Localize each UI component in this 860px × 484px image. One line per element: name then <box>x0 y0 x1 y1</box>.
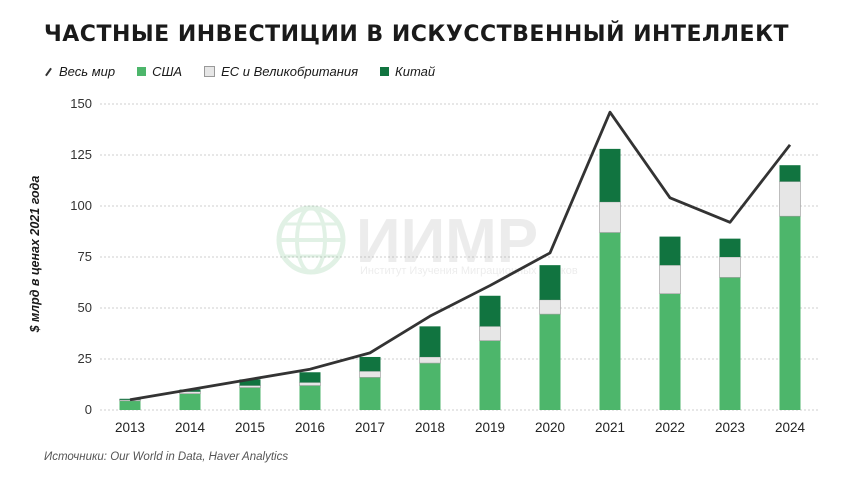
x-tick-label: 2021 <box>595 420 625 435</box>
x-tick-label: 2013 <box>115 420 145 435</box>
y-tick-label: 125 <box>70 147 92 162</box>
y-tick-label: 150 <box>70 96 92 111</box>
x-tick-label: 2024 <box>775 420 806 435</box>
bar-china <box>599 148 621 202</box>
bar-usa <box>719 277 741 410</box>
bar-china <box>479 295 501 327</box>
bar-usa <box>419 363 441 410</box>
bar-eu <box>419 356 441 364</box>
legend-label-usa: США <box>152 64 183 79</box>
legend-item-china: Китай <box>380 64 435 79</box>
legend-swatch-usa <box>137 67 147 76</box>
grid <box>100 103 820 411</box>
bar-china <box>239 379 261 386</box>
bar-usa <box>119 400 141 410</box>
x-tick-label: 2016 <box>295 420 325 435</box>
bar-eu <box>539 299 561 315</box>
globe-logo-icon <box>276 205 346 275</box>
y-tick-label: 25 <box>78 351 92 366</box>
legend-swatch-eu <box>204 66 216 77</box>
bar-eu <box>239 385 261 388</box>
bar-usa <box>599 232 621 410</box>
x-tick-label: 2018 <box>415 420 445 435</box>
chart-title: Частные инвестиции в искусственный интел… <box>44 22 790 47</box>
x-tick-label: 2017 <box>355 420 385 435</box>
bar-usa <box>539 314 561 410</box>
bar-usa <box>179 393 201 410</box>
x-tick-label: 2022 <box>655 420 685 435</box>
legend-swatch-china <box>380 67 390 76</box>
bar-eu <box>299 382 321 386</box>
bar-china <box>779 165 801 182</box>
bar-eu <box>599 201 621 233</box>
bar-eu <box>779 181 801 217</box>
bar-china <box>719 238 741 257</box>
bar-china <box>419 326 441 357</box>
bar-usa <box>239 387 261 410</box>
legend-label-china: Китай <box>395 64 436 79</box>
x-tick-label: 2019 <box>475 420 505 435</box>
watermark: ИИМР Институт Изучения Миграционных Рынк… <box>276 205 578 277</box>
bar-usa <box>779 216 801 410</box>
y-ticks: 0 25 50 75 100 125 150 <box>70 96 92 417</box>
x-ticks: 2013 2014 2015 2016 2017 2018 2019 2020 2021 2022… <box>115 420 806 435</box>
watermark-text: ИИМР <box>356 207 538 276</box>
legend-item-world: Весь мир <box>44 64 115 79</box>
source-note: Источники: Our World in Data, Haver Anal… <box>44 451 289 463</box>
bar-china <box>359 356 381 372</box>
legend-item-eu: ЕС и Великобритания <box>204 64 358 79</box>
legend: Весь мир США ЕС и Великобритания Китай <box>44 64 435 79</box>
world-total-line <box>129 110 792 402</box>
y-tick-label: 100 <box>70 198 92 213</box>
bar-china <box>299 372 321 383</box>
bar-eu <box>479 326 501 341</box>
bar-eu <box>659 264 681 295</box>
x-tick-label: 2023 <box>715 420 745 435</box>
x-tick-label: 2014 <box>175 420 206 435</box>
x-tick-label: 2015 <box>235 420 265 435</box>
y-tick-label: 0 <box>85 402 92 417</box>
bar-china <box>659 236 681 266</box>
bar-usa <box>659 293 681 410</box>
bar-eu <box>359 370 381 378</box>
y-tick-label: 50 <box>78 300 92 315</box>
bar-eu <box>719 256 741 278</box>
bar-usa <box>479 340 501 410</box>
bar-usa <box>359 377 381 410</box>
legend-label-eu: ЕС и Великобритания <box>221 64 359 79</box>
bars <box>119 148 801 410</box>
y-tick-label: 75 <box>78 249 92 264</box>
bar-usa <box>299 385 321 410</box>
bar-china <box>539 265 561 300</box>
legend-item-usa: США <box>137 64 182 79</box>
x-tick-label: 2020 <box>535 420 565 435</box>
legend-label-world: Весь мир <box>59 64 116 79</box>
